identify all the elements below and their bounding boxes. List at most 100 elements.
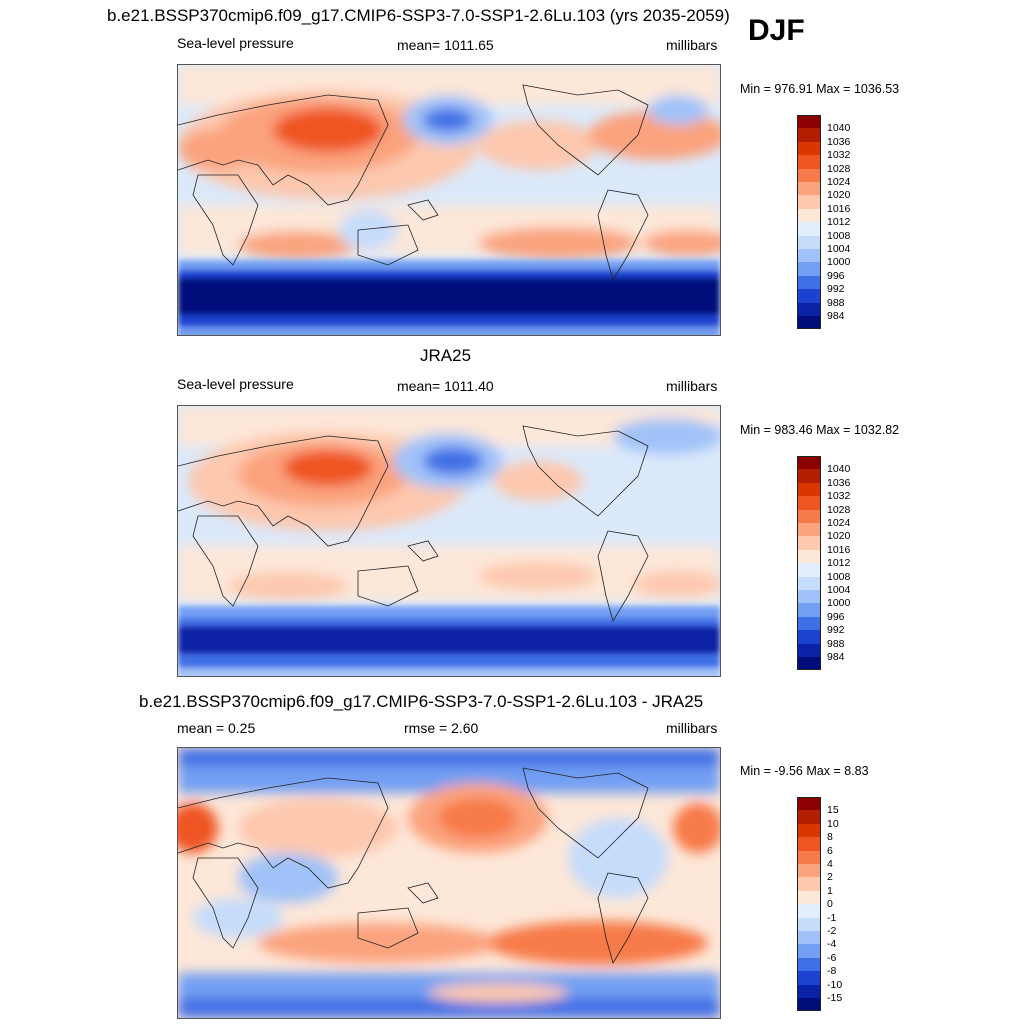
colorbar-obs-tick-label: 1036	[827, 476, 851, 489]
colorbar-diff-swatch	[797, 823, 821, 838]
colorbar-diff-swatch	[797, 957, 821, 972]
colorbar-diff-tick-label: -1	[827, 911, 837, 924]
colorbar-obs-tick-label: 1004	[827, 584, 851, 596]
colorbar-diff-tick-label: 2	[827, 871, 833, 884]
colorbar-obs-tick-label: 996	[827, 610, 845, 623]
colorbar-obs-swatch	[797, 616, 821, 631]
panel-minmax-obs: Min = 983.46 Max = 1032.82	[740, 423, 900, 437]
colorbar-model-tick-label: 1040	[827, 122, 851, 135]
colorbar-model-tick-label: 1032	[827, 149, 851, 162]
panel-mean-label-model: mean= 1011.65	[397, 37, 494, 53]
colorbar-diff-swatch	[797, 944, 821, 958]
panel-left-label-obs: Sea-level pressure	[177, 376, 294, 392]
colorbar-obs-tick-label: 1016	[827, 543, 851, 556]
colorbar-obs-swatch	[797, 657, 821, 671]
colorbar-diff-swatch	[797, 810, 821, 824]
colorbar-diff-swatch	[797, 850, 821, 864]
colorbar-model-tick-label: 1036	[827, 135, 851, 148]
colorbar-diff-swatch	[797, 971, 821, 985]
colorbar-obs-swatch	[797, 549, 821, 564]
colorbar-obs-swatch	[797, 482, 821, 497]
colorbar-diff-swatch	[797, 837, 821, 851]
colorbar-diff-swatch	[797, 904, 821, 918]
colorbar-model-swatch	[797, 262, 821, 276]
colorbar-obs-tick-label: 1012	[827, 557, 851, 570]
colorbar-model-tick-label: 1028	[827, 162, 851, 175]
panel-title-obs: JRA25	[420, 346, 472, 365]
colorbar-obs-swatch	[797, 509, 821, 523]
colorbar-obs-tick-label: 984	[827, 651, 845, 663]
map-diff-slp	[177, 747, 721, 1019]
colorbar-obs-swatch	[797, 563, 821, 577]
colorbar-model-swatch	[797, 168, 821, 182]
colorbar-obs-swatch	[797, 523, 821, 537]
colorbar-diff-swatch	[797, 917, 821, 931]
colorbar-diff-tick-label: 10	[827, 817, 839, 830]
colorbar-model-swatch	[797, 141, 821, 156]
colorbar-model-swatch	[797, 155, 821, 169]
colorbar-model-swatch	[797, 316, 821, 330]
colorbar-obs-swatch	[797, 536, 821, 550]
colorbar-model-tick-label: 1024	[827, 176, 851, 188]
colorbar-obs-swatch	[797, 630, 821, 644]
colorbar-model-tick-label: 1000	[827, 256, 851, 269]
colorbar-diff-tick-label: -2	[827, 925, 837, 937]
colorbar-model-tick-label: 996	[827, 269, 845, 282]
colorbar-obs-swatch	[797, 496, 821, 510]
colorbar-diff-tick-label: 6	[827, 844, 833, 857]
colorbar-obs-tick-label: 1032	[827, 490, 851, 503]
colorbar-obs-tick-label: 1020	[827, 530, 851, 543]
colorbar-model-swatch	[797, 289, 821, 303]
colorbar-model-tick-label: 1012	[827, 216, 851, 229]
colorbar-model-tick-label: 1008	[827, 229, 851, 242]
colorbar-model-swatch	[797, 128, 821, 142]
colorbar-diff-tick-label: 15	[827, 804, 839, 817]
colorbar-diff-swatch	[797, 877, 821, 891]
colorbar-diff-tick-label: 4	[827, 858, 833, 870]
colorbar-obs-swatch	[797, 576, 821, 590]
colorbar-diff-tick-label: -6	[827, 951, 837, 964]
panel-rmse-label-diff: rmse = 2.60	[404, 720, 479, 736]
colorbar-obs-swatch	[797, 456, 821, 470]
panel-units-label-obs: millibars	[666, 378, 718, 394]
colorbar-obs-tick-label: 1000	[827, 597, 851, 610]
panel-left-label-model: Sea-level pressure	[177, 35, 294, 51]
colorbar-diff-swatch	[797, 890, 821, 905]
colorbar-model-tick-label: 984	[827, 310, 845, 322]
map-obs-slp	[177, 405, 721, 677]
colorbar-model-tick-label: 988	[827, 296, 845, 309]
colorbar-model-swatch	[797, 249, 821, 263]
panel-title-model: b.e21.BSSP370cmip6.f09_g17.CMIP6-SSP3-7.…	[107, 6, 730, 25]
panel-mean-label-obs: mean= 1011.40	[397, 378, 494, 394]
colorbar-diff-tick-label: -8	[827, 965, 837, 978]
colorbar-model-swatch	[797, 235, 821, 249]
panel-units-label-diff: millibars	[666, 720, 718, 736]
panel-units-label-model: millibars	[666, 37, 718, 53]
colorbar-diff-tick-label: 8	[827, 831, 833, 844]
map-model-slp	[177, 64, 721, 336]
colorbar-diff-tick-label: -4	[827, 938, 837, 951]
panel-minmax-diff: Min = -9.56 Max = 8.83	[740, 764, 869, 778]
panel-title-diff: b.e21.BSSP370cmip6.f09_g17.CMIP6-SSP3-7.…	[139, 692, 704, 711]
colorbar-diff-tick-label: -10	[827, 978, 843, 991]
colorbar-model-swatch	[797, 208, 821, 223]
colorbar-obs-swatch	[797, 590, 821, 604]
colorbar-model-swatch	[797, 222, 821, 236]
colorbar-obs-tick-label: 1008	[827, 570, 851, 583]
colorbar-diff-tick-label: -15	[827, 992, 843, 1004]
colorbar-obs-swatch	[797, 603, 821, 617]
colorbar-model-tick-label: 1004	[827, 243, 851, 255]
colorbar-model-swatch	[797, 275, 821, 290]
colorbar-obs-swatch	[797, 643, 821, 657]
colorbar-obs-tick-label: 992	[827, 624, 845, 637]
colorbar-obs-tick-label: 988	[827, 637, 845, 650]
colorbar-obs-tick-label: 1040	[827, 463, 851, 476]
colorbar-obs-tick-label: 1024	[827, 517, 851, 529]
season-label: DJF	[748, 14, 805, 47]
colorbar-diff-swatch	[797, 984, 821, 998]
colorbar-obs-swatch	[797, 469, 821, 483]
colorbar-diff-swatch	[797, 931, 821, 945]
panel-mean-label-diff: mean = 0.25	[177, 720, 256, 736]
colorbar-model-tick-label: 992	[827, 283, 845, 296]
colorbar-diff-tick-label: 1	[827, 884, 833, 897]
